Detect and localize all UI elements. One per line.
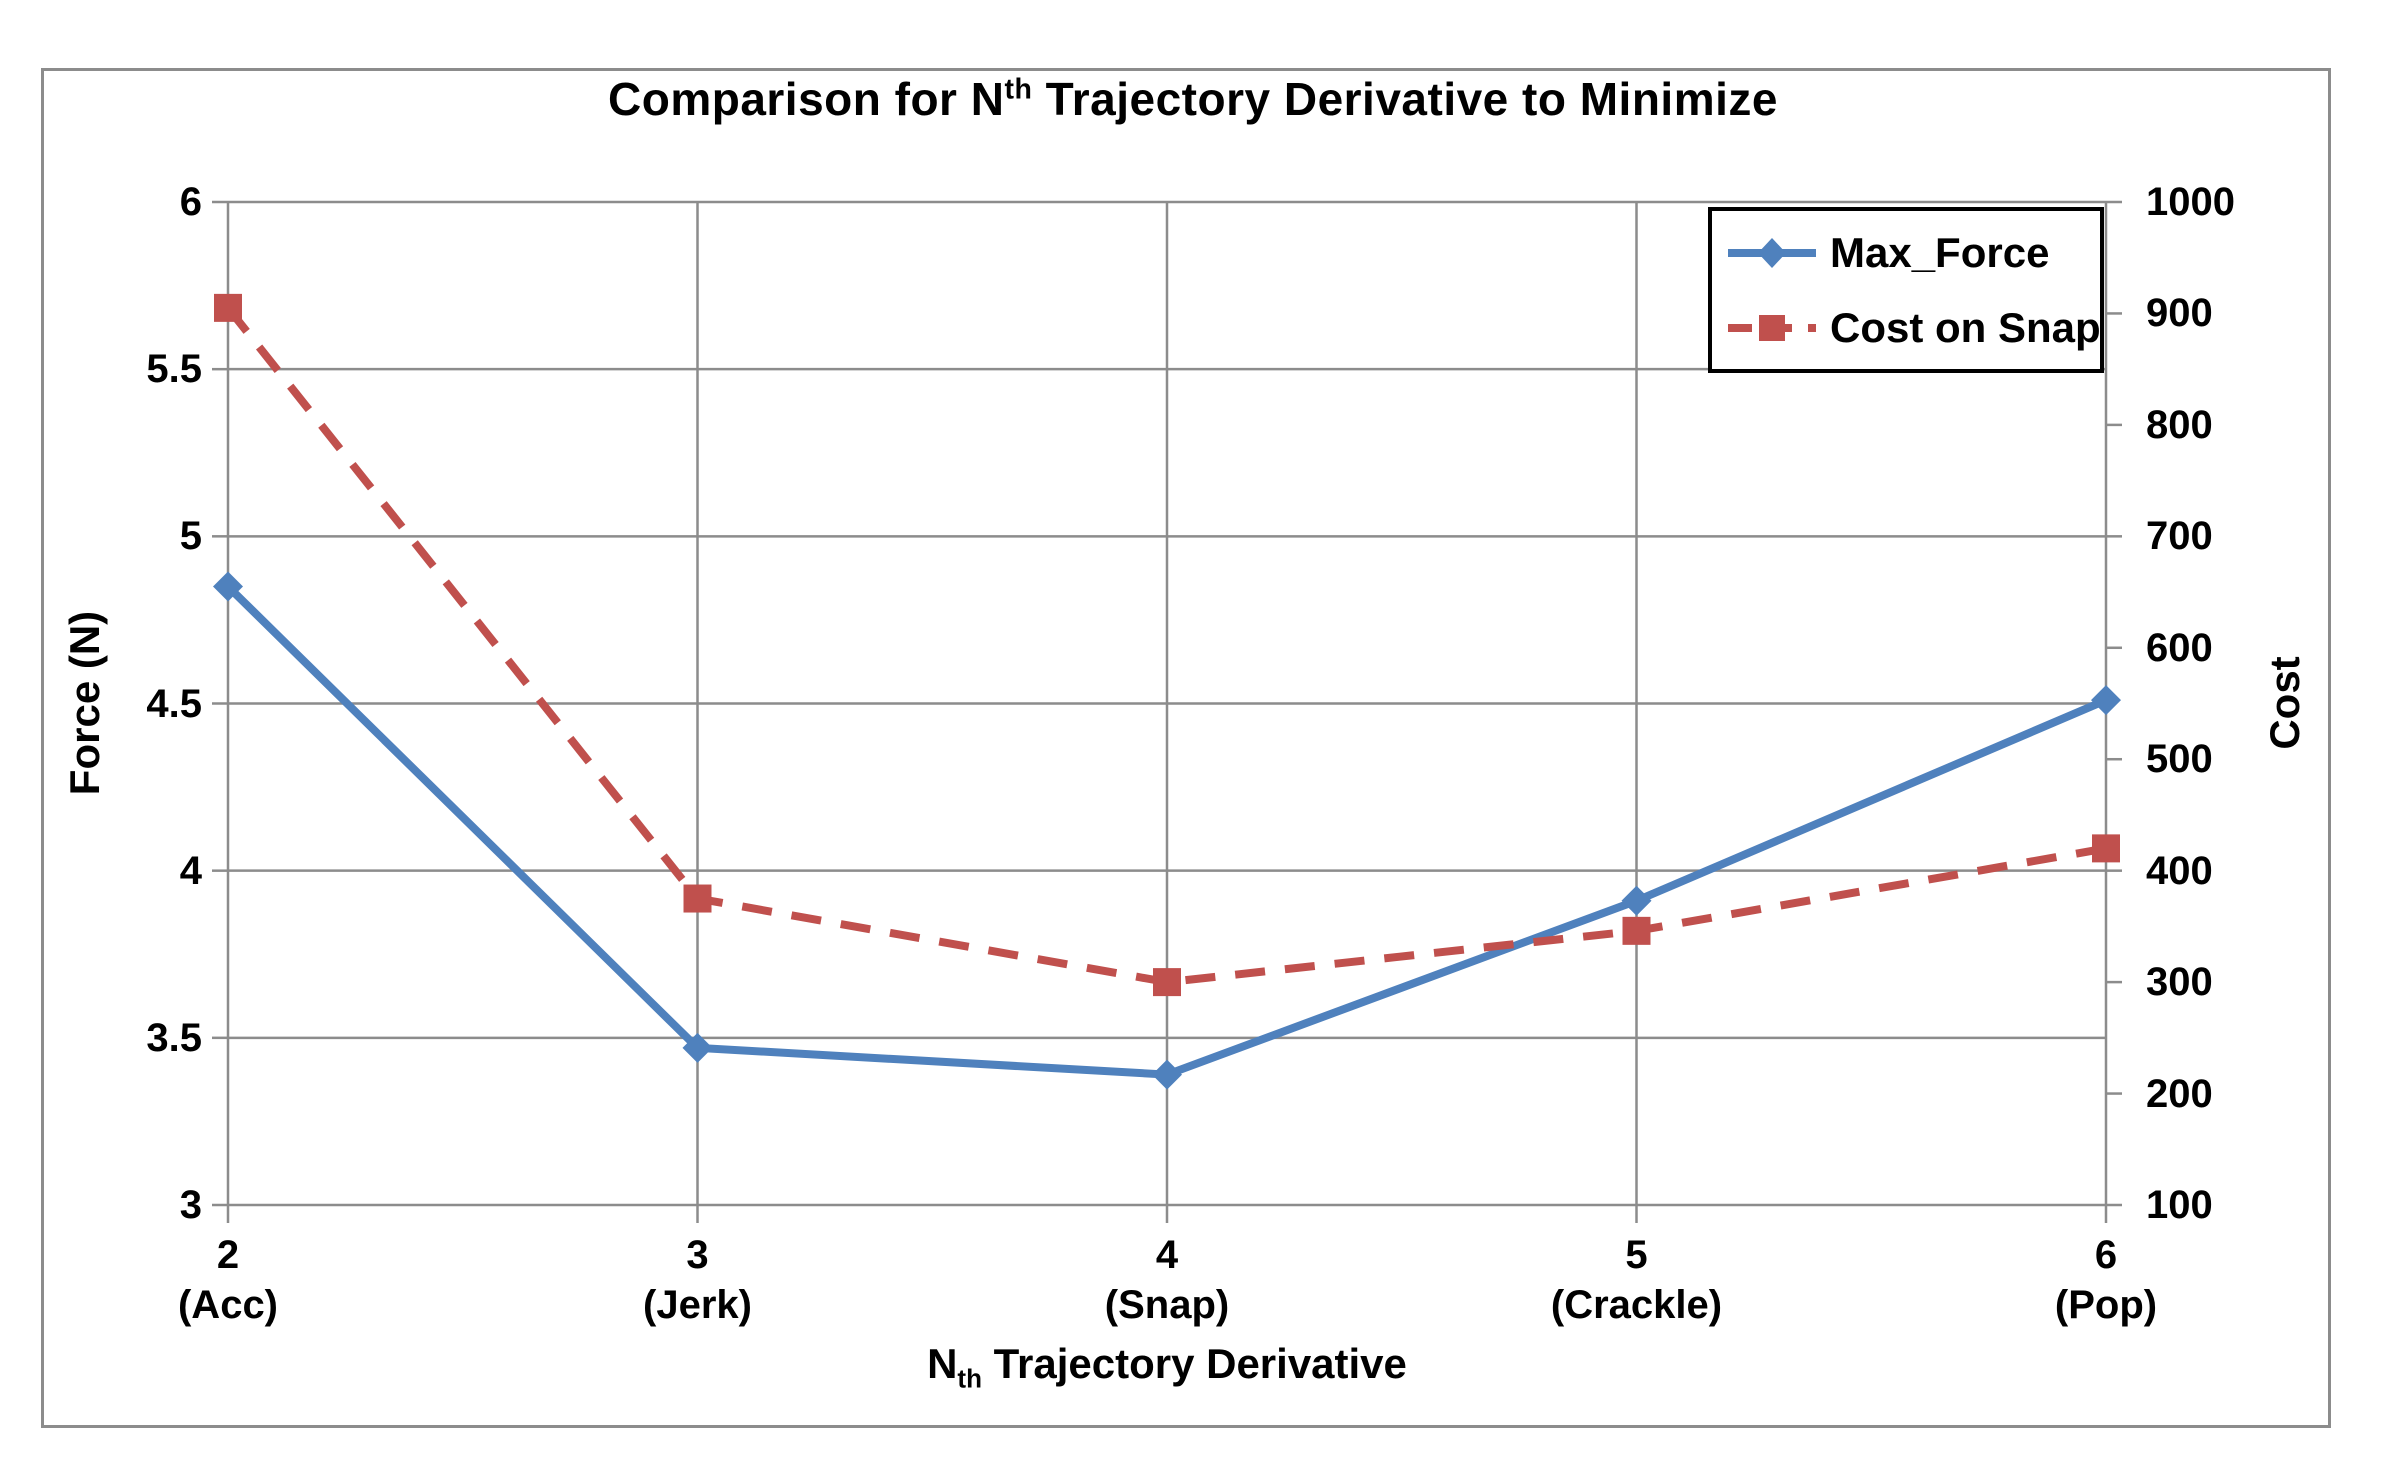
y-right-tick-label: 800 [2146,402,2213,447]
x-category-sublabel: (Snap) [1104,1283,1230,1327]
data-point-square-cost-on-snap[interactable] [1153,968,1181,997]
y-right-tick-label: 500 [2146,737,2213,782]
x-category-label: 6 (Pop) [1906,1230,2306,1330]
legend-sample-dashed-line [1728,314,1816,341]
x-axis-title-subscript: th [957,1363,982,1394]
data-point-square-cost-on-snap[interactable] [214,293,242,322]
data-point-square-cost-on-snap[interactable] [2092,834,2120,863]
x-category-number: 3 [686,1233,709,1277]
data-point-diamond-max-force[interactable] [1621,885,1652,916]
y-right-tick-label: 300 [2146,960,2213,1005]
legend-marker-square [1759,314,1785,341]
x-category-sublabel: (Jerk) [643,1283,752,1327]
y-left-tick-label: 6 [179,180,202,224]
y-right-tick-label: 600 [2146,625,2213,670]
y-left-tick-label: 5.5 [146,347,202,392]
x-category-label: 3 (Jerk) [498,1230,898,1330]
data-point-diamond-max-force[interactable] [2091,685,2121,716]
x-category-number: 6 [2094,1233,2118,1277]
x-category-label: 5 (Crackle) [1437,1230,1837,1330]
chart-title-text: Comparison for N [608,73,1005,125]
data-point-diamond-max-force[interactable] [682,1032,713,1063]
x-category-number: 5 [1625,1233,1648,1277]
legend-label-cost-on-snap: Cost on Snap [1830,303,2101,351]
x-category-label: 4 (Snap) [967,1230,1367,1330]
y-right-tick-label: 400 [2146,848,2213,893]
y-axis-title-right: Cost [2261,656,2308,750]
y-right-tick-label: 900 [2146,291,2213,336]
x-category-number: 4 [1155,1233,1179,1277]
legend-item-cost-on-snap[interactable]: Cost on Snap [1724,304,2101,352]
y-left-tick-label: 4.5 [146,681,202,726]
legend-sample-solid-line [1728,237,1816,268]
data-point-square-cost-on-snap[interactable] [683,884,712,913]
series-line-cost-on-snap[interactable] [224,305,2107,987]
x-category-number: 2 [216,1233,240,1277]
x-axis-title: Nth Trajectory Derivative [0,1340,2334,1394]
x-axis-title-text-end: Trajectory Derivative [982,1340,1407,1387]
x-axis-title-text: N [927,1340,958,1387]
y-left-tick-label: 4 [179,848,202,893]
x-category-sublabel: (Pop) [2054,1283,2158,1327]
y-right-tick-label: 200 [2146,1071,2213,1116]
legend-label-max-force: Max_Force [1830,228,2050,276]
legend: Max_Force Cost on Snap [1708,207,2104,373]
legend-item-max-force[interactable]: Max_Force [1724,229,2096,277]
chart-title: Comparison for Nth Trajectory Derivative… [0,72,2386,126]
x-category-sublabel: (Crackle) [1550,1283,1723,1327]
chart-title-text-end: Trajectory Derivative to Minimize [1032,73,1778,125]
y-right-tick-label: 700 [2146,514,2213,559]
data-point-diamond-max-force[interactable] [1152,1059,1182,1090]
y-left-tick-label: 3.5 [146,1015,202,1060]
y-right-tick-label: 1000 [2146,180,2235,224]
x-category-sublabel: (Acc) [177,1283,279,1327]
y-left-tick-label: 3 [179,1183,202,1227]
data-point-diamond-max-force[interactable] [213,571,243,602]
y-right-tick-label: 100 [2146,1183,2213,1227]
x-category-label: 2 (Acc) [28,1230,428,1330]
legend-marker-diamond [1758,237,1786,268]
y-left-tick-label: 5 [179,514,202,559]
chart-title-superscript: th [1004,73,1033,106]
data-point-square-cost-on-snap[interactable] [1622,916,1651,945]
